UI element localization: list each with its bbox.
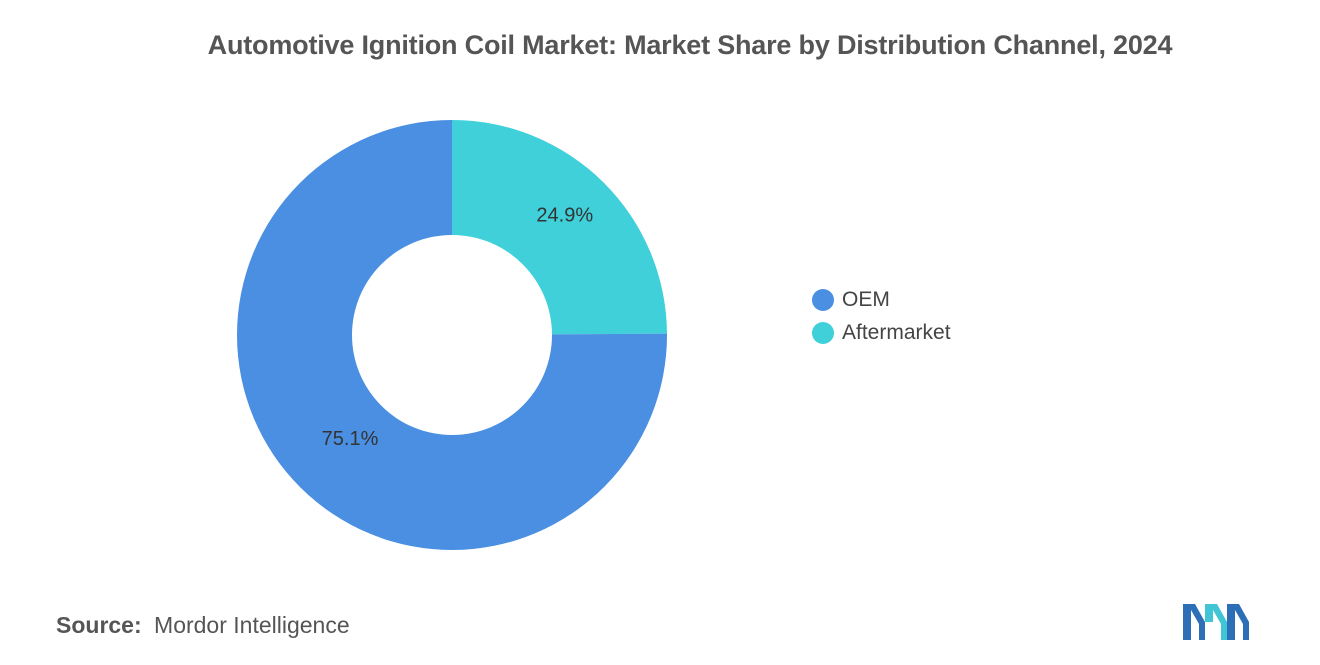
slice-aftermarket	[452, 120, 667, 335]
slice-oem	[236, 120, 667, 550]
legend-item-oem: OEM	[812, 283, 951, 316]
data-label-oem: 75.1%	[322, 428, 379, 450]
source-value: Mordor Intelligence	[154, 612, 350, 638]
legend-label-aftermarket: Aftermarket	[842, 320, 951, 344]
data-label-aftermarket: 24.9%	[536, 205, 593, 227]
source-line: Source: Mordor Intelligence	[56, 612, 350, 639]
chart-title: Automotive Ignition Coil Market: Market …	[207, 30, 1173, 60]
source-label: Source:	[56, 612, 142, 638]
legend-swatch-oem	[812, 288, 834, 311]
donut-chart: 24.9% 75.1%	[236, 120, 667, 550]
legend: OEM Aftermarket	[812, 283, 951, 349]
mordor-intelligence-logo	[1183, 604, 1249, 640]
legend-label-oem: OEM	[842, 287, 890, 311]
legend-swatch-aftermarket	[812, 321, 834, 344]
legend-item-aftermarket: Aftermarket	[812, 316, 951, 349]
